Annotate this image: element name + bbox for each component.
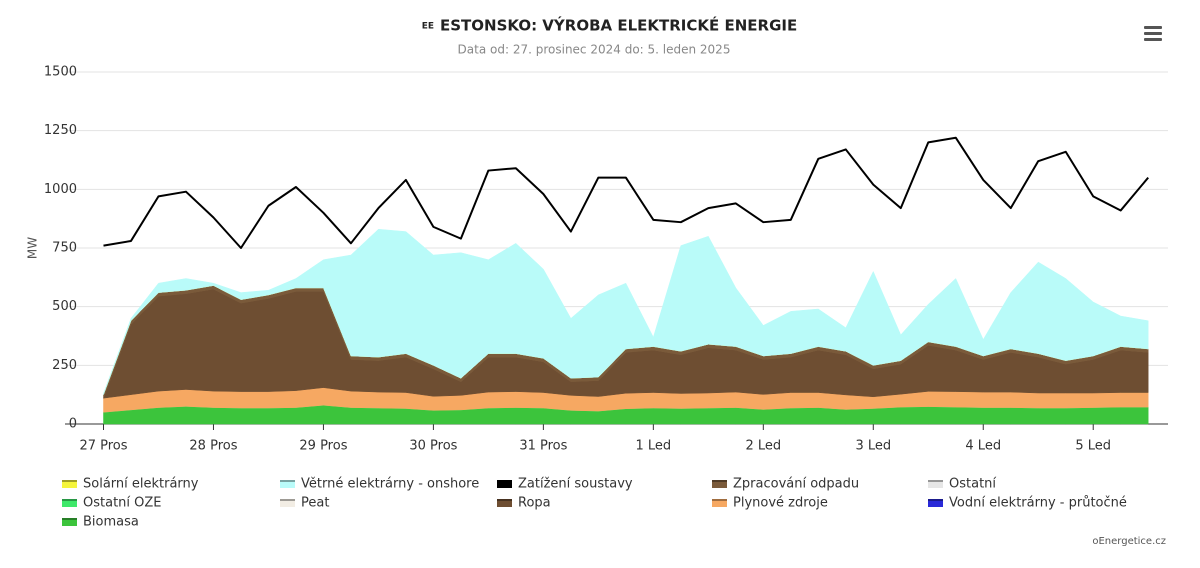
- legend-item[interactable]: Ostatní: [928, 477, 996, 492]
- y-tick-label: 1250: [44, 123, 77, 138]
- x-tick-label: 5 Led: [1075, 439, 1111, 454]
- y-tick-label: 1500: [44, 65, 77, 80]
- x-tick-label: 30 Pros: [409, 439, 457, 454]
- legend-swatch: [928, 499, 943, 507]
- x-tick-label: 28 Pros: [189, 439, 237, 454]
- y-tick-label: 1000: [44, 182, 77, 197]
- x-tick-label: 4 Led: [965, 439, 1001, 454]
- legend-swatch: [280, 499, 295, 507]
- legend-label: Plynové zdroje: [733, 496, 828, 511]
- legend-label: Biomasa: [83, 515, 139, 530]
- y-tick-label: 500: [52, 299, 77, 314]
- legend-item[interactable]: Solární elektrárny: [62, 477, 199, 492]
- legend-swatch: [62, 480, 77, 488]
- credit: oEnergetice.cz: [1092, 536, 1166, 547]
- legend-item[interactable]: Zatížení soustavy: [497, 477, 633, 492]
- y-tick-label: 250: [52, 358, 77, 373]
- area: [103, 228, 1149, 395]
- chart-title: ESTONSKO: VÝROBA ELEKTRICKÉ ENERGIE: [440, 16, 797, 35]
- legend-item[interactable]: Ostatní OZE: [62, 496, 162, 511]
- menu-button[interactable]: [1144, 26, 1162, 41]
- legend-label: Ropa: [518, 496, 551, 511]
- legend-label: Solární elektrárny: [83, 477, 199, 492]
- legend-label: Ostatní OZE: [83, 496, 162, 511]
- x-tick-label: 27 Pros: [79, 439, 127, 454]
- legend-item[interactable]: Peat: [280, 496, 329, 511]
- x-tick-label: 29 Pros: [299, 439, 347, 454]
- legend-swatch: [497, 499, 512, 507]
- legend-label: Větrné elektrárny - onshore: [301, 477, 479, 492]
- legend-item[interactable]: Ropa: [497, 496, 551, 511]
- legend-swatch: [712, 480, 727, 488]
- legend-label: Zpracování odpadu: [733, 477, 859, 492]
- legend-item[interactable]: Vodní elektrárny - průtočné: [928, 496, 1127, 511]
- x-tick-label: 1 Led: [636, 439, 672, 454]
- x-tick-label: 3 Led: [855, 439, 891, 454]
- legend-item[interactable]: Větrné elektrárny - onshore: [280, 477, 479, 492]
- chart-subtitle: Data od: 27. prosinec 2024 do: 5. leden …: [458, 43, 731, 57]
- legend-item[interactable]: Plynové zdroje: [712, 496, 828, 511]
- legend-label: Zatížení soustavy: [518, 477, 633, 492]
- legend-swatch: [62, 518, 77, 526]
- menu-bar: [1144, 32, 1162, 35]
- legend-item[interactable]: Zpracování odpadu: [712, 477, 859, 492]
- line: [103, 136, 1149, 249]
- y-axis-label: MW: [26, 237, 40, 259]
- legend-swatch: [497, 480, 512, 488]
- menu-bar: [1144, 26, 1162, 29]
- legend-swatch: [712, 499, 727, 507]
- legend-label: Peat: [301, 496, 329, 511]
- legend-label: Ostatní: [949, 477, 996, 492]
- x-tick-label: 31 Pros: [519, 439, 567, 454]
- x-tick-label: 2 Led: [745, 439, 781, 454]
- flag-code: EE: [422, 22, 434, 32]
- y-tick-label: 750: [52, 241, 77, 256]
- menu-bar: [1144, 38, 1162, 41]
- legend-swatch: [62, 499, 77, 507]
- legend-swatch: [928, 480, 943, 488]
- legend-label: Vodní elektrárny - průtočné: [949, 496, 1127, 511]
- legend-swatch: [280, 480, 295, 488]
- legend-item[interactable]: Biomasa: [62, 515, 139, 530]
